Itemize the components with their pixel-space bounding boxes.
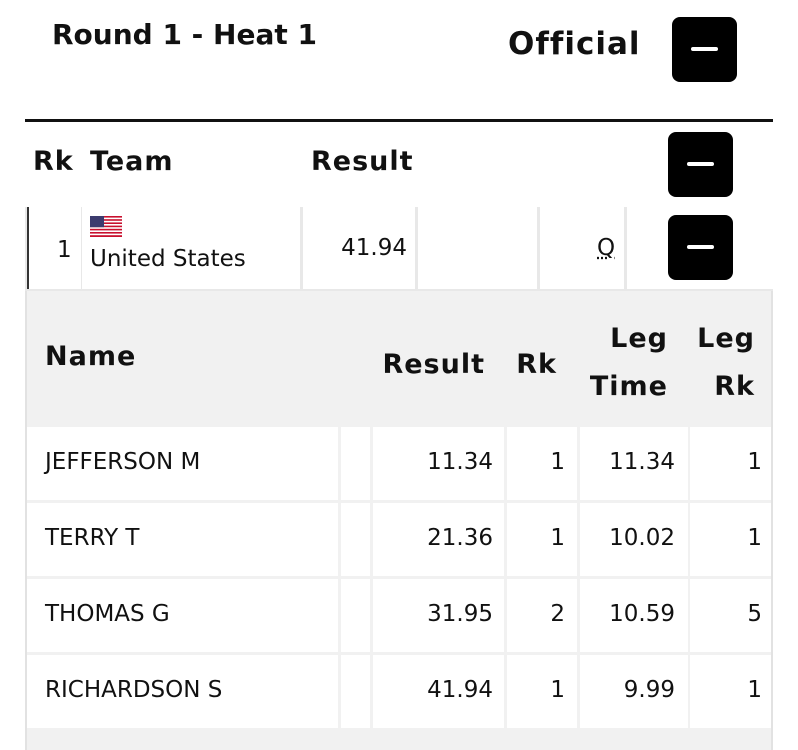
table-cell (373, 427, 504, 500)
leg-value: 10.59 (609, 601, 675, 627)
table-cell (507, 503, 577, 576)
divider (25, 119, 773, 122)
leg-value: 1 (747, 525, 762, 551)
table-cell (690, 655, 771, 728)
column-header: Leg Rk (697, 323, 755, 402)
table-cell (341, 503, 370, 576)
table-cell (373, 655, 504, 728)
column-header: Result (311, 146, 414, 177)
table-cell (580, 579, 688, 652)
team-result: 41.94 (341, 235, 407, 261)
leg-value: 41.94 (427, 677, 493, 703)
collapse-button[interactable] (668, 132, 733, 197)
table-cell (27, 655, 338, 728)
leg-value: 1 (747, 677, 762, 703)
table-cell (690, 579, 771, 652)
leg-value: 2 (550, 601, 565, 627)
collapse-button[interactable] (672, 17, 737, 82)
table-cell (507, 655, 577, 728)
table-cell (373, 579, 504, 652)
leg-value: 11.34 (609, 449, 675, 475)
leg-value: 31.95 (427, 601, 493, 627)
collapse-button[interactable] (668, 215, 733, 280)
table-cell (373, 503, 504, 576)
heat-title: Round 1 - Heat 1 (52, 18, 317, 51)
qualifier: Q (597, 235, 616, 261)
team-name: United States (90, 246, 246, 272)
leg-value: 10.02 (609, 525, 675, 551)
leg-value: 5 (747, 601, 762, 627)
table-cell (690, 503, 771, 576)
team-rank: 1 (57, 237, 72, 263)
table-cell (27, 427, 338, 500)
table-cell (341, 579, 370, 652)
leg-value: 1 (550, 449, 565, 475)
column-header: Result (382, 349, 485, 380)
table-cell (580, 427, 688, 500)
table-cell (341, 427, 370, 500)
flag (90, 216, 122, 237)
leg-table: Name Result Rk Leg Time Leg Rk JEFFERSON M 11.… (25, 291, 773, 750)
leg-value: 1 (550, 525, 565, 551)
table-cell (580, 655, 688, 728)
athlete-name: RICHARDSON S (45, 677, 223, 703)
table-cell (507, 427, 577, 500)
status: Official (508, 26, 641, 62)
table-cell (580, 503, 688, 576)
leg-value: 11.34 (427, 449, 493, 475)
column-header: Rk (33, 146, 74, 177)
table-cell (507, 579, 577, 652)
column-header: Name (45, 341, 137, 372)
table-cell (690, 427, 771, 500)
leg-value: 1 (747, 449, 762, 475)
athlete-name: TERRY T (45, 525, 140, 551)
table-cell (27, 579, 338, 652)
leg-value: 9.99 (623, 677, 675, 703)
team-row: 1 United States 41.94 Q (25, 207, 773, 291)
column-header: Leg Time (589, 323, 668, 402)
athlete-name: THOMAS G (45, 601, 170, 627)
table-cell (27, 503, 338, 576)
table-cell (341, 655, 370, 728)
leg-value: 21.36 (427, 525, 493, 551)
column-header: Rk (516, 349, 557, 380)
athlete-name: JEFFERSON M (45, 449, 201, 475)
column-header: Team (90, 146, 174, 177)
leg-value: 1 (550, 677, 565, 703)
